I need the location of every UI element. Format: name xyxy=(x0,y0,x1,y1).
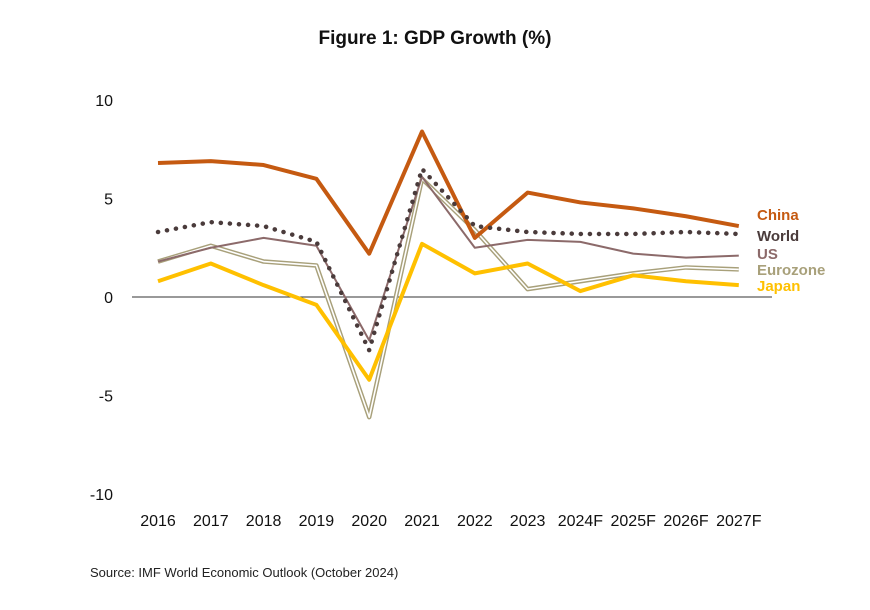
series-label-world: World xyxy=(757,228,799,245)
series-layer xyxy=(155,129,742,420)
y-tick-label: 5 xyxy=(104,192,113,209)
series-china-line xyxy=(157,129,740,256)
x-tick-label: 2017 xyxy=(193,513,229,530)
chart-title: Figure 1: GDP Growth (%) xyxy=(318,28,552,49)
y-tick-label: -5 xyxy=(99,389,113,406)
y-tick-label: 0 xyxy=(104,290,113,307)
series-japan-line xyxy=(157,241,739,382)
x-tick-label: 2027F xyxy=(716,513,762,530)
x-tick-label: 2022 xyxy=(457,513,493,530)
series-label-japan: Japan xyxy=(757,278,800,295)
series-world-line xyxy=(155,164,742,357)
x-axis-ticks: 2016 2017 2018 2019 2020 2021 2022 2023 2024F 202… xyxy=(140,513,762,530)
y-axis-ticks: 10 5 0 -5 -10 xyxy=(90,93,113,504)
series-us-line xyxy=(157,175,739,342)
x-tick-label: 2021 xyxy=(404,513,440,530)
y-tick-label: 10 xyxy=(95,93,113,110)
series-eurozone-line xyxy=(157,176,739,420)
series-label-us: US xyxy=(757,246,778,263)
x-tick-label: 2018 xyxy=(246,513,282,530)
series-eurozone-line-inner xyxy=(157,178,739,418)
x-tick-label: 2019 xyxy=(299,513,335,530)
x-tick-label: 2026F xyxy=(663,513,709,530)
x-tick-label: 2023 xyxy=(510,513,546,530)
source-note: Source: IMF World Economic Outlook (Octo… xyxy=(90,565,399,580)
y-tick-label: -10 xyxy=(90,487,113,504)
x-tick-label: 2024F xyxy=(558,513,604,530)
x-tick-label: 2016 xyxy=(140,513,176,530)
x-tick-label: 2025F xyxy=(611,513,657,530)
series-label-china: China xyxy=(757,207,799,224)
series-label-eurozone: Eurozone xyxy=(757,262,825,279)
x-tick-label: 2020 xyxy=(351,513,387,530)
